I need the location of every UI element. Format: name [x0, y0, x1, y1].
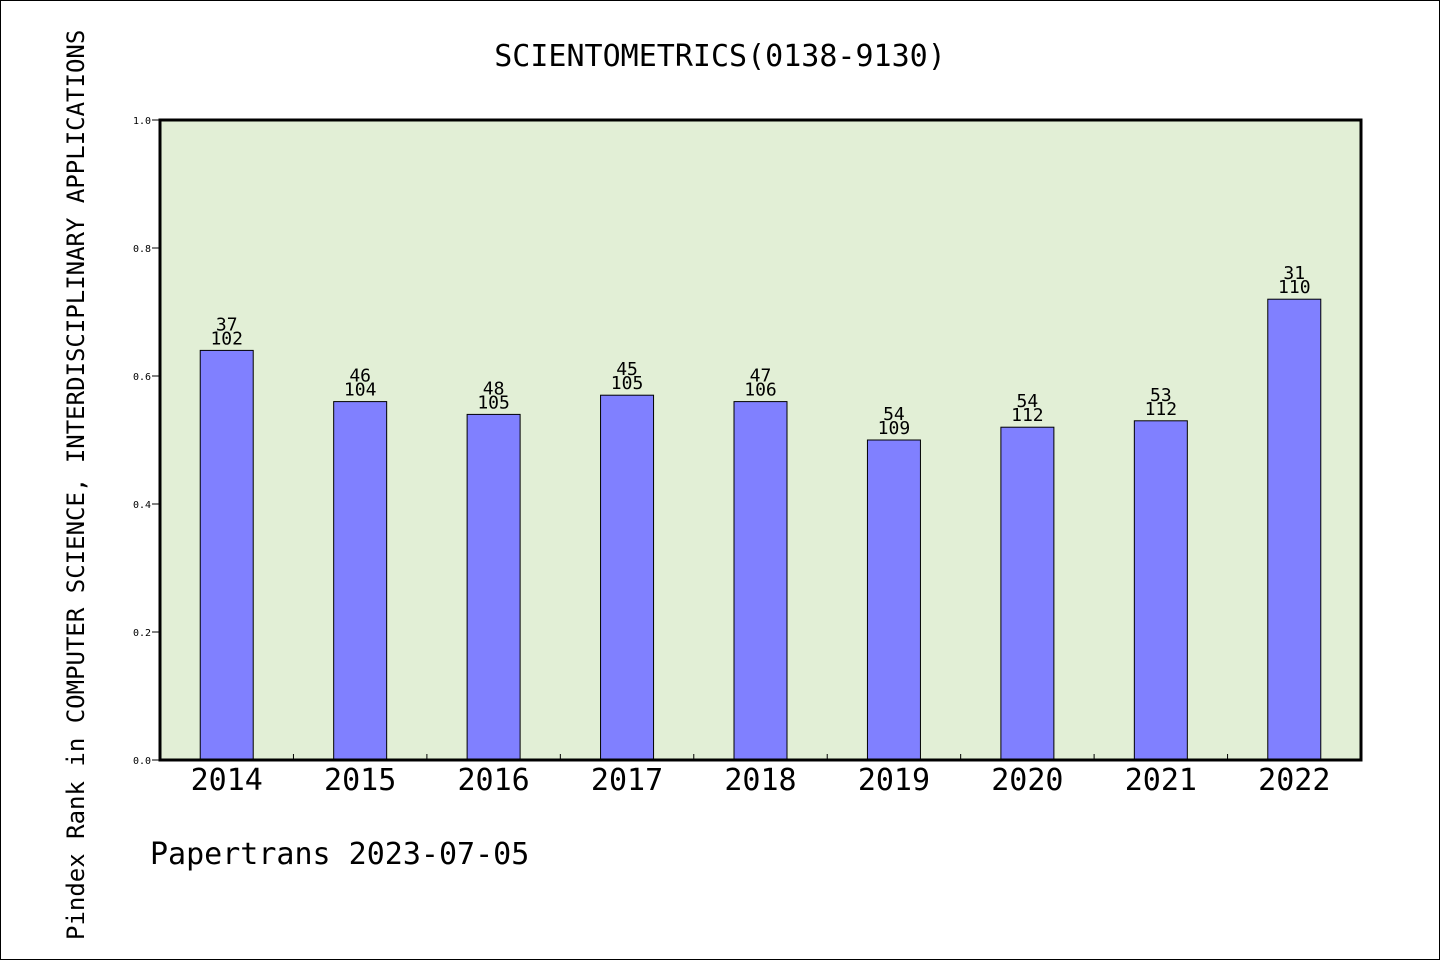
y-tick-label: 0.6 — [133, 372, 151, 383]
total-label: 105 — [477, 392, 510, 413]
bar — [1267, 298, 1322, 761]
rank-label: 54 — [883, 404, 905, 425]
bar — [600, 394, 655, 761]
rank-label: 31 — [1283, 263, 1305, 284]
total-label: 112 — [1011, 405, 1044, 426]
bar — [866, 439, 921, 761]
chart-title: SCIENTOMETRICS(0138-9130) — [494, 39, 946, 74]
rank-label: 54 — [1017, 391, 1039, 412]
bar — [199, 349, 254, 761]
total-label: 105 — [611, 373, 644, 394]
y-axis-label: Pindex Rank in COMPUTER SCIENCE, INTERDI… — [62, 30, 90, 940]
y-tick-label: 1.0 — [133, 116, 151, 127]
y-tick-label: 0.2 — [133, 628, 151, 639]
rank-label: 48 — [483, 378, 505, 399]
total-label: 110 — [1278, 277, 1311, 298]
rank-label: 45 — [616, 359, 638, 380]
bar — [733, 401, 788, 761]
x-tick-label: 2019 — [858, 763, 930, 798]
x-axis: 2014 2015 2016 2017 2018 2019 2020 2021 2022 — [191, 754, 1330, 798]
y-axis: 0.0 0.2 0.4 0.6 0.8 1.0 — [133, 116, 160, 767]
rank-label: 46 — [349, 366, 371, 387]
footer-credit: Papertrans 2023-07-05 — [150, 837, 529, 872]
bar — [466, 413, 521, 761]
x-tick-label: 2017 — [591, 763, 663, 798]
bars — [199, 298, 1322, 761]
x-tick-label: 2016 — [457, 763, 529, 798]
x-tick-label: 2021 — [1125, 763, 1197, 798]
plot-border — [158, 118, 1363, 762]
bar — [1133, 420, 1188, 761]
x-tick-label: 2020 — [991, 763, 1063, 798]
total-label: 102 — [210, 328, 243, 349]
rank-label: 37 — [216, 314, 238, 335]
x-tick-label: 2015 — [324, 763, 396, 798]
total-label: 109 — [878, 418, 911, 439]
x-tick-label: 2018 — [724, 763, 796, 798]
total-label: 112 — [1145, 399, 1178, 420]
rank-label: 53 — [1150, 385, 1172, 406]
bar — [1000, 426, 1055, 761]
y-tick-label: 0.4 — [133, 500, 151, 511]
y-tick-label: 0.8 — [133, 244, 151, 255]
x-tick-label: 2022 — [1258, 763, 1330, 798]
total-label: 106 — [744, 380, 777, 401]
total-label: 104 — [344, 380, 377, 401]
y-tick-label: 0.0 — [133, 756, 151, 767]
x-tick-label: 2014 — [191, 763, 263, 798]
rank-label: 47 — [750, 366, 772, 387]
bar — [333, 401, 388, 761]
